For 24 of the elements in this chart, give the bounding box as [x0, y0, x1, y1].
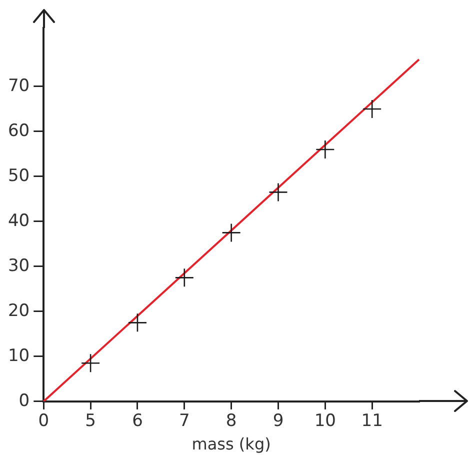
x-tick-label: 9: [272, 411, 284, 432]
point: [128, 313, 148, 332]
y-tick-label: 50: [8, 166, 30, 186]
y-tick-label: 70: [8, 76, 30, 96]
x-tick-label: 11: [361, 411, 383, 432]
point: [174, 268, 194, 288]
y-tick-label: 0: [18, 390, 30, 411]
y-tick-label: 60: [8, 120, 30, 141]
x-tick-label: 10: [314, 411, 336, 432]
x-tick-label: 8: [226, 411, 237, 432]
point: [222, 223, 241, 242]
y-tick-label: 10: [8, 346, 30, 366]
x-axis-title: mass (kg): [192, 434, 271, 454]
y-tick-label: 30: [8, 256, 30, 276]
x-tick-label: 6: [132, 411, 143, 432]
x-tick-label: 7: [178, 411, 190, 432]
point: [316, 140, 335, 160]
y-tick-label: 40: [8, 210, 30, 231]
point: [268, 182, 288, 202]
y-tick-label: 20: [8, 300, 30, 321]
point: [80, 354, 100, 373]
x-tick-label: 0: [38, 411, 50, 432]
point: [362, 99, 382, 119]
x-tick-label: 5: [85, 411, 96, 432]
